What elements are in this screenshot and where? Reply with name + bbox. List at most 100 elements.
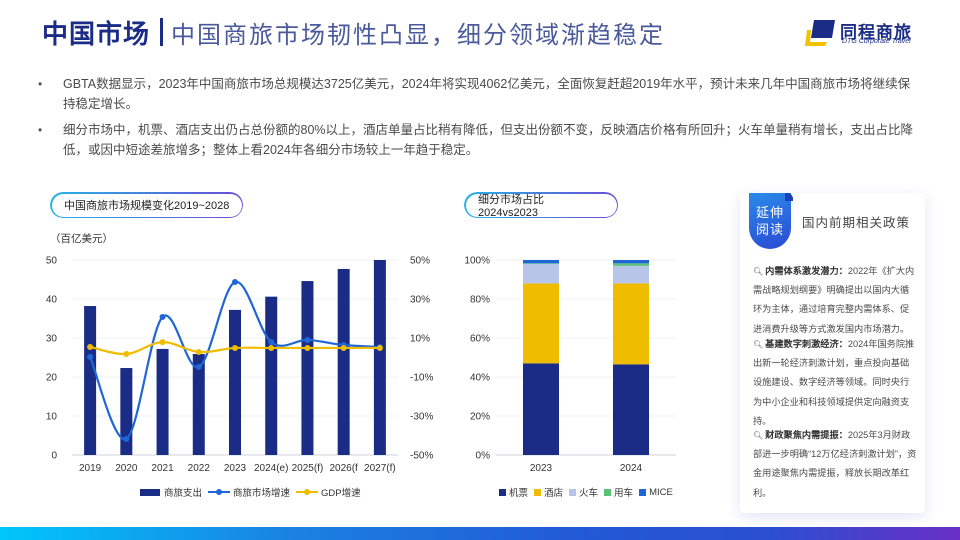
svg-text:2022: 2022 bbox=[188, 463, 211, 474]
tag-line-2: 阅读 bbox=[755, 222, 784, 237]
svg-text:-30%: -30% bbox=[410, 412, 433, 423]
svg-text:0: 0 bbox=[51, 451, 57, 462]
policy-body: 2024年国务院推出新一轮经济刺激计划，重点投向基础设施建设、数字经济等领域。同… bbox=[753, 339, 915, 426]
bottom-gradient-bar bbox=[0, 527, 960, 540]
page-title: 中国市场 bbox=[42, 18, 151, 49]
legend-item-spend: 商旅支出 bbox=[140, 485, 202, 499]
side-panel-title: 国内前期相关政策 bbox=[802, 216, 911, 230]
legend-item-air: 机票 bbox=[499, 485, 528, 499]
svg-text:0%: 0% bbox=[476, 451, 491, 462]
logo-english: DTG Corporate Travel bbox=[842, 38, 911, 45]
svg-text:30: 30 bbox=[46, 334, 58, 345]
legend-label: MICE bbox=[649, 486, 673, 498]
bullet-text: 细分市场中，机票、酒店支出仍占总份额的80%以上，酒店单量占比稍有降低，但支出份… bbox=[63, 123, 914, 157]
bar bbox=[84, 306, 97, 455]
svg-text:-10%: -10% bbox=[410, 373, 433, 384]
legend-label: 用车 bbox=[614, 488, 634, 499]
policy-heading: 内需体系激发潜力： bbox=[765, 266, 848, 276]
left-chart-legend: 商旅支出 商旅市场增速 GDP增速 bbox=[140, 485, 367, 499]
svg-text:-50%: -50% bbox=[410, 451, 433, 462]
svg-text:2025(f): 2025(f) bbox=[292, 463, 324, 474]
title-divider bbox=[160, 18, 164, 46]
svg-text:2027(f): 2027(f) bbox=[364, 463, 396, 474]
page-subtitle: 中国商旅市场韧性凸显，细分领域渐趋稳定 bbox=[171, 21, 666, 49]
legend-label: 机票 bbox=[509, 488, 529, 499]
legend-item-hotel: 酒店 bbox=[534, 485, 563, 499]
legend-item-mice: MICE bbox=[639, 487, 673, 498]
svg-text:2019: 2019 bbox=[79, 463, 102, 474]
svg-text:2024: 2024 bbox=[620, 463, 643, 474]
tag-line-1: 延伸 bbox=[755, 205, 784, 220]
svg-text:80%: 80% bbox=[470, 295, 490, 306]
svg-text:40%: 40% bbox=[470, 373, 490, 384]
stack-segment bbox=[613, 260, 649, 264]
line-swatch-icon bbox=[296, 489, 319, 495]
bar bbox=[301, 281, 314, 455]
right-chart-title: 细分市场占比 2024vs2023 bbox=[478, 194, 544, 219]
legend-item-gdp-growth: GDP增速 bbox=[296, 485, 361, 499]
right-chart-legend: 机票 酒店 火车 用车 MICE bbox=[499, 485, 679, 499]
left-combo-chart: 50 40 30 20 10 0 50% 30% 10% -10% -30% -50% 2019 2020… bbox=[46, 256, 434, 475]
svg-text:2023: 2023 bbox=[224, 463, 247, 474]
swatch-icon bbox=[604, 488, 612, 496]
policy-heading: 财政聚焦内需提振： bbox=[765, 430, 848, 440]
bullet-item: • 细分市场中，机票、酒店支出仍占总份额的80%以上，酒店单量占比稍有降低，但支… bbox=[38, 120, 918, 160]
legend-label: 酒店 bbox=[544, 488, 564, 499]
left-chart-title: 中国商旅市场规模变化2019~2028 bbox=[64, 200, 230, 212]
stack-segment bbox=[613, 283, 649, 365]
svg-text:20%: 20% bbox=[470, 412, 490, 423]
svg-text:10%: 10% bbox=[410, 334, 430, 345]
stack-segment bbox=[613, 265, 649, 284]
policy-item: 🔍︎ 基建数字刺激经济：2024年国务院推出新一轮经济刺激计划，重点投向基础设施建… bbox=[753, 335, 918, 431]
svg-text:2021: 2021 bbox=[151, 463, 174, 474]
legend-label: GDP增速 bbox=[321, 488, 361, 499]
swatch-icon bbox=[534, 488, 542, 496]
legend-label: 火车 bbox=[579, 488, 599, 499]
stack-segment bbox=[523, 263, 559, 264]
svg-text:50%: 50% bbox=[410, 256, 430, 267]
legend-item-car: 用车 bbox=[604, 485, 633, 499]
policy-item: 🔍︎ 财政聚焦内需提振：2025年3月财政部进一步明确“12万亿经济刺激计划”，资… bbox=[753, 426, 918, 503]
policy-body: 2025年3月财政部进一步明确“12万亿经济刺激计划”，资金用途聚焦内需提振，释… bbox=[753, 430, 917, 498]
search-icon: 🔍︎ bbox=[753, 267, 764, 276]
line-swatch-icon bbox=[208, 489, 231, 495]
legend-item-market-growth: 商旅市场增速 bbox=[208, 485, 290, 499]
svg-text:60%: 60% bbox=[470, 334, 490, 345]
svg-text:40: 40 bbox=[46, 295, 58, 306]
left-chart-title-pill: 中国商旅市场规模变化2019~2028 bbox=[50, 192, 244, 218]
search-icon: 🔍︎ bbox=[753, 340, 764, 349]
stack-segment bbox=[523, 260, 559, 264]
bar bbox=[265, 296, 278, 455]
search-icon: 🔍︎ bbox=[753, 431, 764, 440]
bar bbox=[192, 353, 205, 455]
summary-bullets: • GBTA数据显示，2023年中国商旅市场总规模达3725亿美元，2024年将… bbox=[38, 74, 918, 166]
right-chart-title-pill: 细分市场占比 2024vs2023 bbox=[464, 192, 618, 219]
slide-header: 中国市场 中国商旅市场韧性凸显，细分领域渐趋稳定 bbox=[42, 14, 665, 50]
stack-segment bbox=[613, 263, 649, 266]
bar bbox=[229, 309, 241, 455]
policy-heading: 基建数字刺激经济： bbox=[765, 339, 848, 349]
swatch-icon bbox=[499, 488, 506, 496]
bullet-dot: • bbox=[38, 77, 43, 91]
svg-text:2020: 2020 bbox=[115, 463, 138, 474]
legend-item-train: 火车 bbox=[569, 485, 598, 499]
stack-segment bbox=[523, 283, 559, 364]
bar bbox=[337, 268, 350, 455]
svg-text:100%: 100% bbox=[464, 256, 490, 267]
svg-text:20: 20 bbox=[46, 373, 58, 384]
stack-segment bbox=[523, 363, 559, 455]
legend-label: 商旅支出 bbox=[164, 488, 203, 499]
swatch-icon bbox=[569, 488, 577, 496]
svg-text:30%: 30% bbox=[410, 295, 430, 306]
svg-text:2023: 2023 bbox=[530, 463, 553, 474]
bar bbox=[156, 348, 169, 455]
legend-label: 商旅市场增速 bbox=[233, 488, 291, 499]
bar-swatch-icon bbox=[140, 488, 160, 496]
stack-segment bbox=[523, 263, 559, 284]
logo-name: 同程商旅 bbox=[840, 23, 912, 42]
svg-text:50: 50 bbox=[46, 256, 58, 267]
swatch-icon bbox=[639, 488, 647, 496]
stack-segment bbox=[613, 364, 649, 455]
svg-text:2024(e): 2024(e) bbox=[254, 463, 288, 474]
